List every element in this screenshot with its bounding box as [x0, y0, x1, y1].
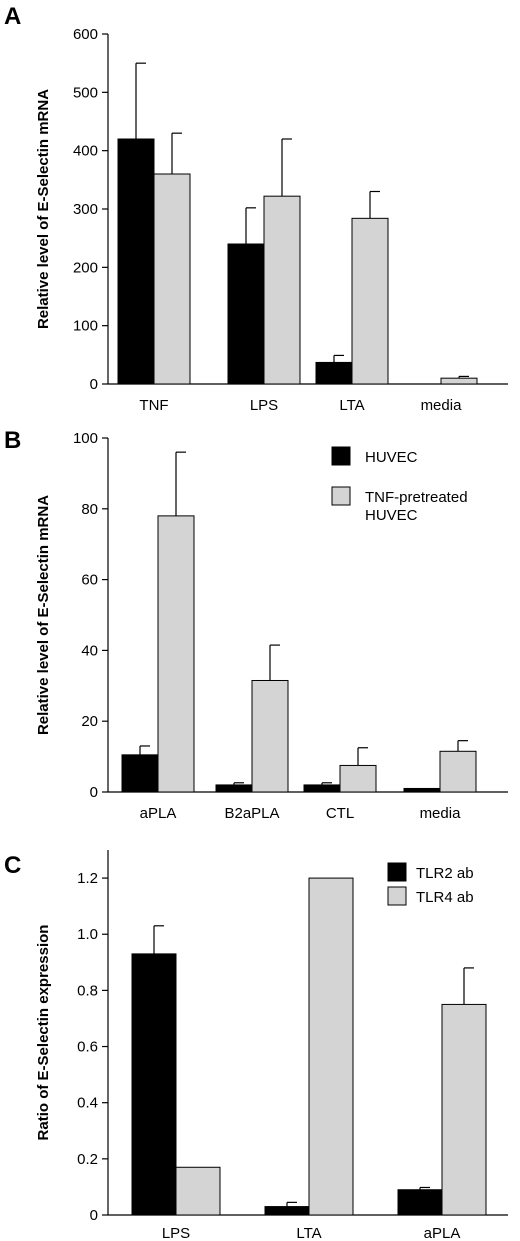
y-tick-label: 100 [73, 318, 98, 335]
bar [441, 1003, 487, 1216]
y-axis-label: Relative level of E-Selectin mRNA [35, 495, 52, 735]
bar [121, 754, 159, 793]
panel-b: B Relative level of E-Selectin mRNA 0 20 40 6… [4, 427, 508, 822]
y-tick-label: 200 [73, 259, 98, 276]
bar [153, 173, 191, 385]
y-tick-label: 1.2 [77, 870, 98, 887]
legend-swatch [331, 486, 351, 506]
bar [215, 784, 253, 793]
bar [439, 750, 477, 793]
panel-letter: B [4, 427, 21, 454]
y-tick-label: 0.2 [77, 1151, 98, 1168]
y-tick-label: 80 [81, 501, 98, 518]
bar [403, 787, 441, 793]
y-tick-label: 600 [73, 26, 98, 43]
legend-swatch [387, 862, 407, 882]
x-category-label: CTL [326, 805, 354, 822]
legend-label: HUVEC [365, 507, 418, 524]
y-tick-label: 0 [90, 376, 98, 393]
bar [339, 764, 377, 793]
bar [440, 377, 478, 385]
x-category-label: LTA [339, 397, 364, 414]
x-category-label: LPS [250, 397, 278, 414]
y-axis-label: Ratio of E-Selectin expression [35, 925, 52, 1141]
legend-label: TLR4 ab [416, 889, 474, 906]
bar [397, 1189, 443, 1216]
panel-letter: A [4, 3, 21, 30]
x-category-label: LTA [296, 1225, 321, 1241]
bar [351, 217, 389, 385]
y-tick-label: 1.0 [77, 926, 98, 943]
legend-swatch [387, 886, 407, 906]
x-category-label: media [420, 805, 462, 822]
legend-label: TLR2 ab [416, 865, 474, 882]
bar [131, 953, 177, 1216]
bar [157, 515, 195, 793]
y-axis-label: Relative level of E-Selectin mRNA [35, 89, 52, 329]
bar [308, 877, 354, 1216]
y-tick-label: 20 [81, 713, 98, 730]
y-tick-label: 400 [73, 143, 98, 160]
panel-letter: C [4, 852, 21, 879]
legend-label: TNF-pretreated [365, 489, 468, 506]
y-tick-label: 0.8 [77, 982, 98, 999]
x-category-label: LPS [162, 1225, 190, 1241]
bar [315, 361, 353, 385]
legend-label: HUVEC [365, 449, 418, 466]
bar [303, 784, 341, 793]
bar [117, 138, 155, 385]
bar [175, 1166, 221, 1216]
y-tick-label: 0 [90, 784, 98, 801]
bar [227, 243, 265, 385]
y-tick-label: 500 [73, 84, 98, 101]
x-category-label: aPLA [424, 1225, 461, 1241]
y-tick-label: 40 [81, 642, 98, 659]
x-category-label: B2aPLA [224, 805, 279, 822]
bar [264, 1206, 310, 1216]
bar [263, 195, 301, 385]
legend-swatch [331, 446, 351, 466]
y-tick-label: 0 [90, 1207, 98, 1224]
y-tick-label: 60 [81, 572, 98, 589]
panel-a: A Relative level of E-Selectin mRNA 0 100 20… [4, 3, 508, 414]
x-category-label: media [421, 397, 463, 414]
panel-c: C Ratio of E-Selectin expression 0 0.2 0.4 0.… [4, 850, 508, 1241]
legend: TLR2 ab TLR4 ab [387, 862, 474, 906]
y-tick-label: 0.4 [77, 1095, 98, 1112]
bar [251, 679, 289, 793]
y-tick-label: 0.6 [77, 1039, 98, 1056]
x-category-label: aPLA [140, 805, 177, 822]
y-tick-label: 100 [73, 430, 98, 447]
x-category-label: TNF [139, 397, 168, 414]
y-tick-label: 300 [73, 201, 98, 218]
